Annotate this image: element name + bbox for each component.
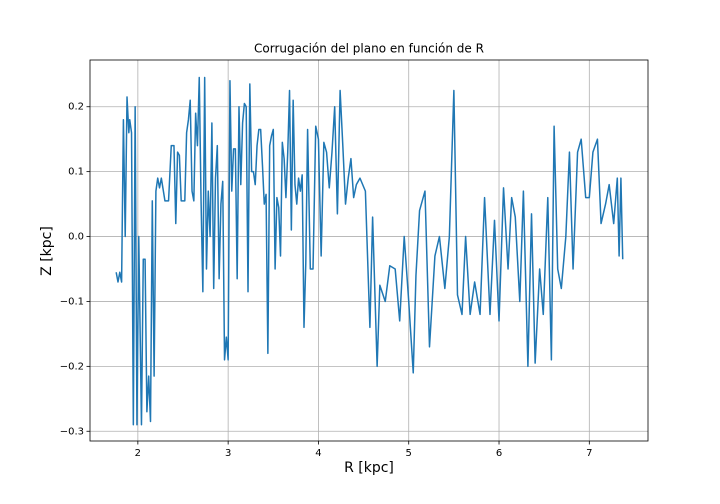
- axes-frame: [89, 59, 649, 442]
- y-tick-label: −0.1: [60, 296, 84, 307]
- x-tick-label: 7: [586, 448, 592, 459]
- y-tick-label: −0.3: [60, 426, 84, 437]
- x-tick-label: 3: [225, 448, 231, 459]
- y-tick-label: 0.1: [68, 167, 84, 178]
- chart-title: Corrugación del plano en función de R: [254, 42, 484, 56]
- x-tick-label: 5: [406, 448, 412, 459]
- x-tick-label: 6: [496, 448, 502, 459]
- y-tick-label: 0.2: [68, 102, 84, 113]
- data-line: [115, 76, 624, 426]
- y-tick-label: 0.0: [68, 232, 84, 243]
- x-tick-label: 2: [135, 448, 141, 459]
- x-axis-label: R [kpc]: [344, 460, 394, 476]
- x-tick-label: 4: [315, 448, 321, 459]
- y-axis-label: Z [kpc]: [39, 226, 55, 276]
- y-tick-label: −0.2: [60, 361, 84, 372]
